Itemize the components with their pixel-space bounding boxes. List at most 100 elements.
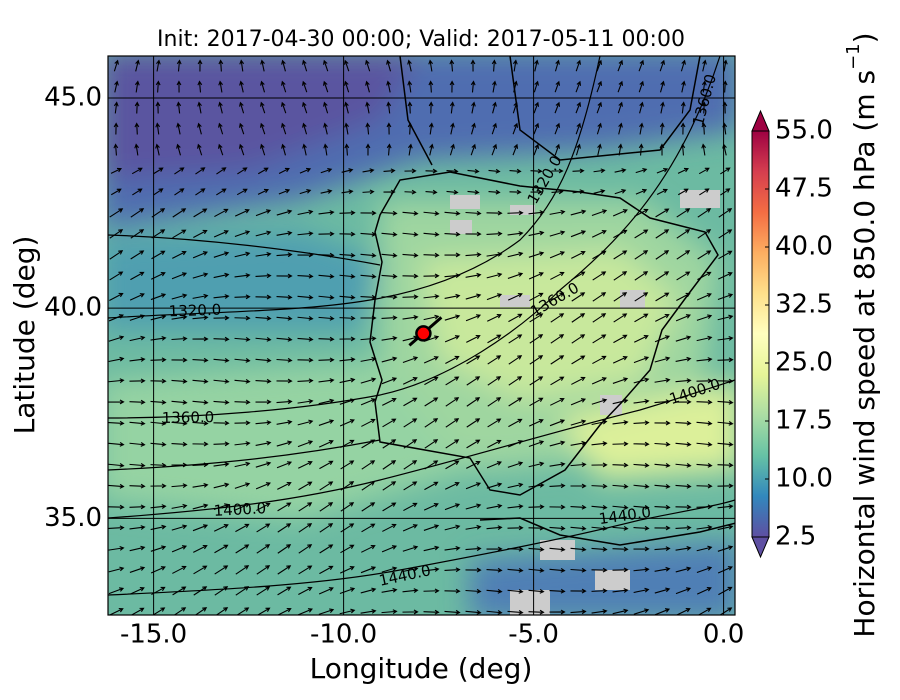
wind-arrow xyxy=(171,400,188,405)
wind-arrow xyxy=(402,545,419,552)
wind-arrow xyxy=(487,439,502,448)
wind-arrow xyxy=(508,355,523,365)
wind-arrow xyxy=(297,419,314,426)
wind-arrow xyxy=(171,483,188,489)
wind-arrow xyxy=(659,59,666,72)
wind-arrow xyxy=(465,610,482,615)
wind-arrow xyxy=(109,607,124,615)
wind-arrow xyxy=(197,59,203,72)
wind-arrow xyxy=(529,292,544,302)
wind-arrow xyxy=(654,504,671,510)
wind-arrow xyxy=(386,122,392,135)
wind-arrow xyxy=(486,567,503,573)
wind-arrow xyxy=(675,420,692,426)
wind-arrow xyxy=(466,397,481,407)
wind-arrow xyxy=(423,567,440,572)
wind-arrow xyxy=(192,336,209,342)
wind-arrow xyxy=(571,271,586,281)
wind-arrow xyxy=(449,143,455,156)
wind-arrow xyxy=(467,189,480,195)
wind-arrow xyxy=(260,122,266,135)
wind-arrow xyxy=(297,273,314,279)
wind-arrow xyxy=(339,608,356,615)
wind-arrow xyxy=(530,189,543,195)
wind-arrow xyxy=(381,273,398,279)
wind-arrow xyxy=(134,122,140,135)
wind-arrow xyxy=(276,461,293,469)
wind-arrow xyxy=(654,608,671,615)
wind-arrow xyxy=(613,292,628,302)
wind-arrow xyxy=(507,272,524,279)
wind-arrow xyxy=(277,523,292,533)
wind-arrow xyxy=(702,59,707,72)
wind-arrow xyxy=(509,189,522,195)
wind-arrow xyxy=(549,251,566,259)
wind-arrow xyxy=(320,168,333,174)
wind-arrow xyxy=(717,545,734,552)
wind-arrow xyxy=(570,567,587,573)
wind-arrow xyxy=(720,188,731,196)
wind-arrow xyxy=(150,462,167,468)
colorbar-label-suffix: ) xyxy=(848,32,881,43)
wind-arrow xyxy=(340,523,355,533)
wind-arrow xyxy=(234,441,251,446)
wind-arrow xyxy=(529,355,544,365)
wind-arrow xyxy=(339,231,356,237)
wind-arrow xyxy=(403,481,418,491)
wind-arrow xyxy=(486,503,503,509)
wind-arrow xyxy=(281,143,287,156)
wind-arrow xyxy=(192,293,209,299)
wind-arrow xyxy=(659,143,665,156)
x-axis-label: Longitude (deg) xyxy=(310,652,533,685)
wind-arrow xyxy=(402,232,419,237)
wind-arrow xyxy=(528,568,545,573)
wind-vectors xyxy=(108,59,734,615)
wind-arrow xyxy=(171,545,188,553)
wind-arrow xyxy=(365,59,371,72)
wind-arrow xyxy=(257,188,269,195)
wind-arrow xyxy=(297,252,314,258)
wind-arrow xyxy=(591,398,608,405)
wind-arrow xyxy=(612,356,628,364)
wind-arrow xyxy=(612,377,629,384)
wind-arrow xyxy=(612,441,629,447)
wind-arrow xyxy=(465,524,482,530)
wind-arrow xyxy=(444,503,461,511)
wind-arrow xyxy=(654,399,671,405)
wind-arrow xyxy=(654,441,671,447)
wind-arrow xyxy=(302,122,308,135)
wind-arrow xyxy=(424,481,439,491)
wind-arrow xyxy=(218,101,223,114)
wind-arrow xyxy=(446,168,459,174)
wind-arrow xyxy=(129,442,146,447)
wind-arrow xyxy=(360,566,377,574)
wind-arrow xyxy=(528,609,545,615)
wind-arrow xyxy=(402,524,418,532)
wind-arrow xyxy=(402,294,419,300)
wind-arrow xyxy=(550,355,565,365)
wind-arrow xyxy=(382,418,397,428)
wind-arrow xyxy=(382,397,397,406)
wind-arrow xyxy=(675,504,692,510)
wind-arrow xyxy=(297,316,314,321)
wind-arrow xyxy=(108,314,124,322)
wind-arrow xyxy=(130,271,145,281)
wind-arrow xyxy=(236,188,248,196)
wind-arrow xyxy=(129,545,146,552)
wind-arrow xyxy=(680,59,686,72)
wind-arrow xyxy=(323,80,329,93)
wind-arrow xyxy=(465,314,482,322)
wind-arrow xyxy=(281,80,287,93)
wind-arrow xyxy=(487,313,502,322)
wind-arrow xyxy=(171,336,188,342)
wind-arrow xyxy=(465,252,482,258)
wind-arrow xyxy=(617,101,623,114)
wind-arrow xyxy=(235,565,250,575)
wind-arrow xyxy=(192,251,208,259)
wind-arrow xyxy=(297,209,314,216)
wind-arrow xyxy=(113,143,119,156)
wind-arrow xyxy=(344,122,349,135)
wind-arrow xyxy=(612,420,629,425)
wind-arrow xyxy=(278,167,290,174)
wind-arrow xyxy=(696,420,713,426)
